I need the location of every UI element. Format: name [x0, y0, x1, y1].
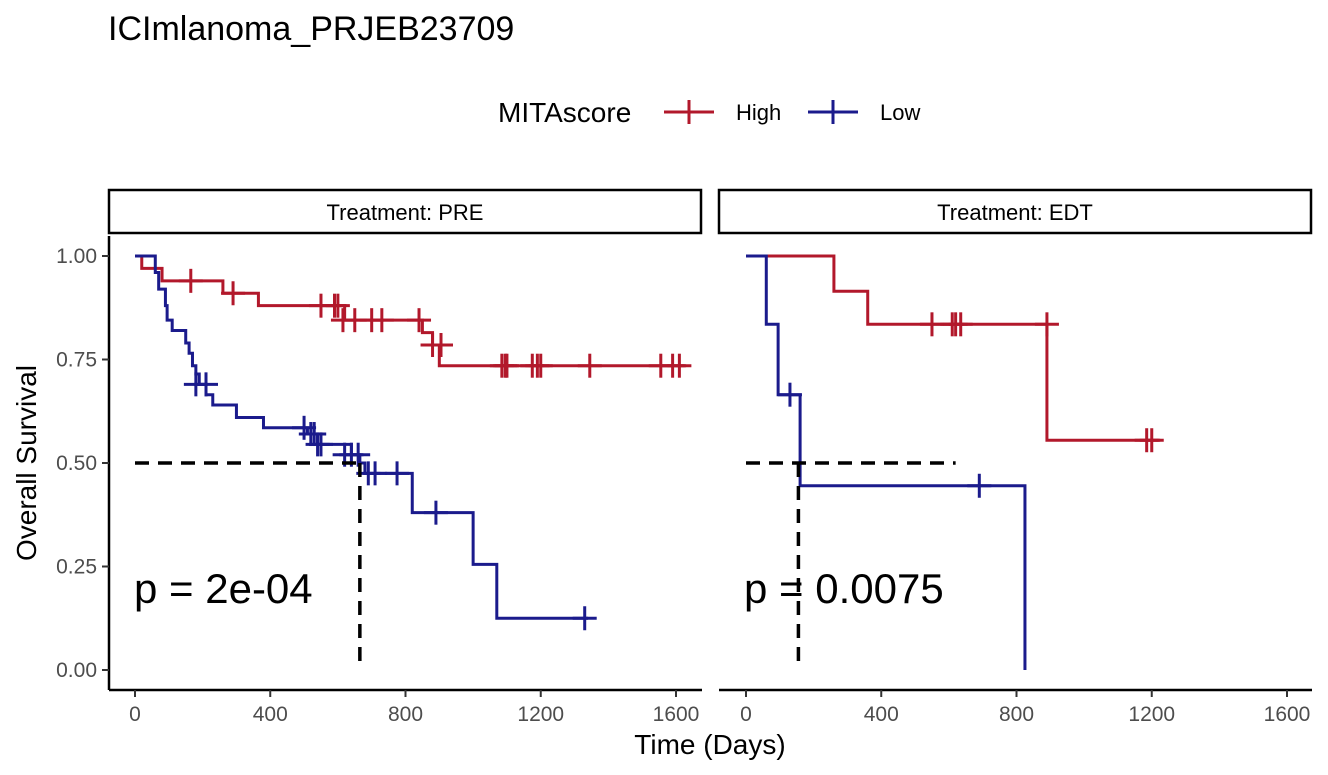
strip-label-pre: Treatment: PRE — [327, 200, 484, 225]
legend-label-low: Low — [880, 100, 920, 125]
x-axis-title: Time (Days) — [634, 729, 785, 760]
x-tick-label: 1200 — [517, 703, 564, 726]
x-tick-label: 800 — [388, 703, 423, 726]
p-value-pre: p = 2e-04 — [134, 565, 313, 612]
legend-title: MITAscore — [498, 97, 631, 128]
y-tick-label: 0.25 — [56, 556, 97, 579]
plot-area-pre: 0.00 0.25 0.50 0.75 1.00 0 400 800 1200 1600 — [56, 236, 702, 726]
survival-curve-high — [135, 254, 687, 368]
legend-key-low — [808, 100, 858, 124]
x-tick-label: 1600 — [1264, 703, 1311, 726]
survival-curve-low — [135, 254, 589, 620]
x-tick-label: 1200 — [1128, 703, 1175, 726]
y-tick-label: 1.00 — [56, 245, 97, 268]
y-axis-title: Overall Survival — [11, 365, 42, 561]
panel-edt: Treatment: EDT 0 400 800 1200 1600 p = 0.007… — [717, 188, 1313, 726]
x-tick-label: 0 — [740, 703, 752, 726]
strip-box-pre — [107, 188, 703, 235]
survival-curve-high — [746, 254, 1161, 442]
x-tick-label: 1600 — [653, 703, 700, 726]
x-tick-label: 800 — [999, 703, 1034, 726]
y-tick-label: 0.00 — [56, 659, 97, 682]
legend-label-high: High — [736, 100, 781, 125]
chart-title: ICImlanoma_PRJEB23709 — [108, 10, 514, 48]
y-tick-label: 0.75 — [56, 349, 97, 372]
x-tick-label: 400 — [864, 703, 899, 726]
strip-box-edt — [717, 188, 1313, 235]
y-tick-label: 0.50 — [56, 452, 97, 475]
p-value-edt: p = 0.0075 — [744, 565, 944, 612]
plot-area-edt: 0 400 800 1200 1600 — [719, 254, 1312, 726]
strip-label-edt: Treatment: EDT — [937, 200, 1093, 225]
x-tick-label: 400 — [253, 703, 288, 726]
x-tick-label: 0 — [129, 703, 141, 726]
legend: MITAscore High Low — [498, 97, 920, 128]
panel-pre: Treatment: PRE 0.00 0.25 0.50 0.75 1.00 0 400 8… — [56, 188, 703, 726]
legend-key-high — [664, 100, 714, 124]
